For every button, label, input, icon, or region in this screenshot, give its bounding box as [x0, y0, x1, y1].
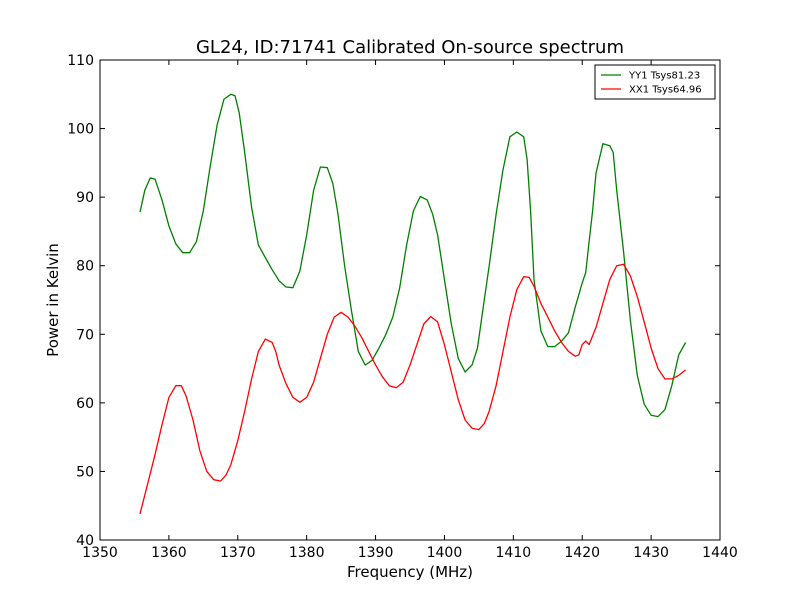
x-tick-label: 1370 — [220, 545, 256, 561]
legend-box — [594, 64, 716, 100]
axes-frame — [99, 59, 721, 541]
x-tick-label: 1390 — [358, 545, 394, 561]
y-tick-label: 80 — [76, 259, 94, 275]
series-line-2 — [139, 263, 687, 515]
x-tick-label: 1420 — [564, 545, 600, 561]
series-line-1 — [139, 93, 687, 418]
y-tick-label: 90 — [76, 190, 94, 206]
legend: YY1 Tsys81.23 XX1 Tsys64.96 — [594, 64, 716, 100]
x-tick-label: 1410 — [496, 545, 532, 561]
x-tick-label: 1430 — [633, 545, 669, 561]
legend-label-2: XX1 Tsys64.96 — [629, 85, 702, 96]
y-axis-label: Power in Kelvin — [44, 243, 62, 357]
x-tick-label: 1440 — [702, 545, 738, 561]
x-tick-label: 1380 — [289, 545, 325, 561]
y-tick-label: 50 — [76, 464, 94, 480]
y-tick-label: 40 — [76, 533, 94, 549]
y-tick-label: 110 — [67, 53, 94, 69]
x-tick-label: 1400 — [427, 545, 463, 561]
y-tick-label: 70 — [76, 327, 94, 343]
y-tick-label: 60 — [76, 396, 94, 412]
chart-title: GL24, ID:71741 Calibrated On-source spec… — [196, 37, 624, 58]
x-tick-label: 1350 — [82, 545, 118, 561]
y-tick-label: 100 — [67, 122, 94, 138]
x-axis-label: Frequency (MHz) — [347, 563, 473, 581]
plot-area: 1350 1360 1370 1380 1390 1400 1410 1420 1430 1440… — [67, 53, 738, 561]
x-tick-label: 1360 — [151, 545, 187, 561]
legend-label-1: YY1 Tsys81.23 — [628, 71, 700, 82]
